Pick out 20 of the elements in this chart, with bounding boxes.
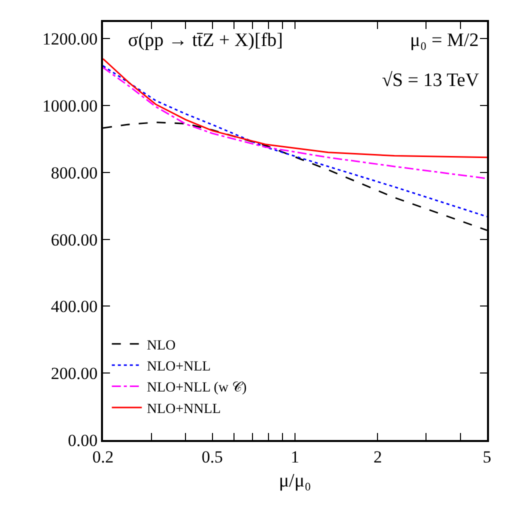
annotation: μ₀ = M/2: [410, 30, 479, 51]
x-tick-label: 1: [290, 447, 300, 466]
y-tick-label: 1200.00: [42, 30, 98, 49]
legend-label: NLO: [146, 338, 176, 354]
x-tick-label: 0.2: [92, 447, 114, 466]
annotation: √S = 13 TeV: [382, 70, 480, 91]
y-tick-label: 1000.00: [42, 96, 98, 116]
x-axis-title: μ/μ₀: [278, 470, 312, 492]
x-tick-label: 0.5: [202, 447, 223, 466]
x-tick-label: 2: [373, 447, 382, 466]
x-tick-label: 5: [482, 447, 492, 466]
legend-label: NLO+NNLL: [146, 402, 221, 417]
y-tick-label: 600.00: [50, 230, 98, 250]
annotation: σ(pp → tt̄Z + X)[fb]: [128, 30, 283, 51]
legend-label: NLO+NLL: [146, 360, 211, 375]
y-tick-label: 800.00: [50, 163, 98, 182]
legend-label: NLO+NLL (w 𝒞): [146, 380, 247, 396]
y-tick-label: 0.00: [68, 430, 98, 450]
y-tick-label: 200.00: [50, 364, 98, 384]
y-tick-label: 400.00: [50, 297, 98, 316]
